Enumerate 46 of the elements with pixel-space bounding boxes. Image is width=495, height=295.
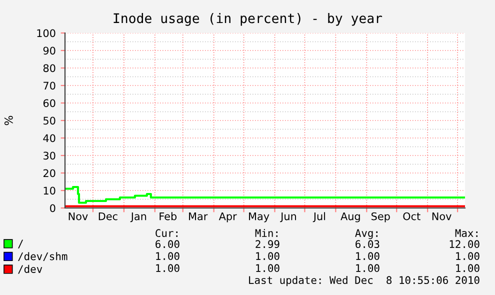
text: 2.99 xyxy=(256,240,280,248)
x-tick-label: May xyxy=(249,212,270,222)
text: Max: xyxy=(455,229,478,238)
y-tick-label: 60 xyxy=(43,99,56,108)
text: Avg: xyxy=(355,229,378,240)
y-tick-label: 0 xyxy=(50,204,56,212)
y-tick-label: 30 xyxy=(44,152,56,160)
x-tick-label: Nov xyxy=(68,212,88,220)
x-tick-label: Dec xyxy=(98,212,118,220)
x-tick-label: Sep xyxy=(372,212,390,222)
y-tick-label: 40 xyxy=(43,134,56,142)
text: 1.00 xyxy=(156,264,180,272)
y-tick-label: 10 xyxy=(44,186,56,195)
x-tick-label: Jan xyxy=(130,212,146,222)
text: 1.00 xyxy=(356,264,380,272)
y-axis-title: % xyxy=(4,116,13,126)
text: 1.00 xyxy=(356,252,380,260)
text: 1.00 xyxy=(156,252,180,260)
y-tick-label: 100 xyxy=(37,29,56,38)
text: 1.00 xyxy=(256,252,280,260)
text: 6.03 xyxy=(356,240,380,248)
text: 1.00 xyxy=(456,252,480,260)
x-tick-label: Jul xyxy=(312,212,326,222)
text: 1.00 xyxy=(256,264,280,272)
x-tick-label: Jun xyxy=(280,212,296,222)
y-tick-label: 20 xyxy=(43,169,56,178)
y-tick-label: 70 xyxy=(44,82,56,90)
y-tick-label: 90 xyxy=(43,46,56,55)
y-tick-label: 80 xyxy=(43,64,56,72)
text: Cur: xyxy=(156,229,178,238)
text: 1.00 xyxy=(456,264,480,272)
text: 6.00 xyxy=(156,240,180,248)
legend-label: /dev xyxy=(18,264,42,274)
text: Min: xyxy=(255,228,278,237)
x-tick-label: Mar xyxy=(189,212,208,220)
text: Last update: Wed Dec 8 10:55:06 2010 xyxy=(249,276,480,286)
legend-label: / xyxy=(18,240,24,248)
x-tick-label: Aug xyxy=(340,212,360,222)
x-tick-label: Nov xyxy=(432,212,452,220)
x-tick-label: Apr xyxy=(218,212,237,222)
x-tick-label: Feb xyxy=(160,212,177,220)
chart-title: Inode usage (in percent) - by year xyxy=(114,13,382,26)
y-tick-label: 50 xyxy=(44,116,56,125)
legend-label: /dev/shm xyxy=(18,252,68,262)
x-tick-label: Oct xyxy=(403,212,420,220)
text: 12.00 xyxy=(450,240,480,248)
